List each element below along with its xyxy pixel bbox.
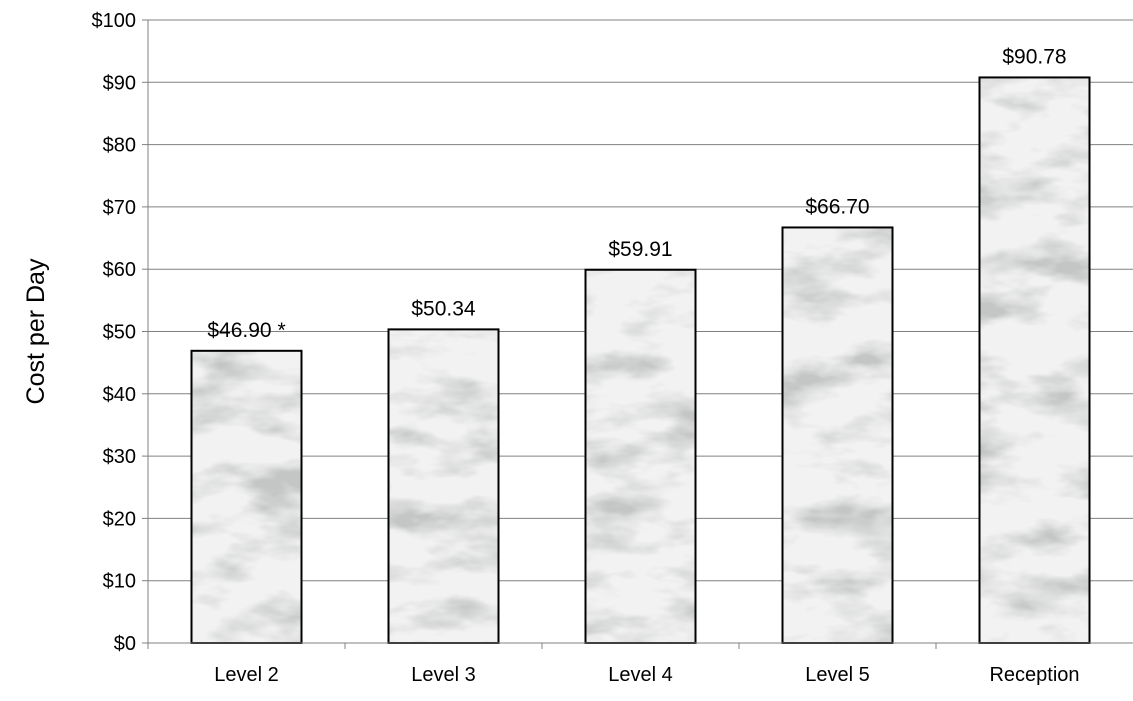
- y-tick-label: $70: [103, 197, 136, 219]
- bar-fill: [191, 350, 302, 643]
- bar-fill: [782, 227, 893, 644]
- axes: [142, 19, 1133, 649]
- bar-fill: [585, 269, 696, 643]
- bar-fill: [388, 329, 499, 643]
- y-tick-label: $50: [103, 322, 136, 344]
- x-tick-label: Level 4: [608, 664, 673, 686]
- y-tick-label: $60: [103, 259, 136, 281]
- bar: [584, 268, 697, 644]
- data-label: $90.78: [1002, 45, 1066, 68]
- y-tick-label: $0: [114, 633, 136, 655]
- y-axis-title: Cost per Day: [22, 258, 50, 404]
- y-tick-label: $20: [103, 508, 136, 530]
- bar: [190, 349, 303, 644]
- bar: [387, 328, 500, 644]
- data-label: $66.70: [805, 195, 869, 218]
- bar: [781, 226, 894, 644]
- y-tick-label: $90: [103, 72, 136, 94]
- x-tick-label: Level 2: [214, 664, 279, 686]
- y-tick-labels: $0 $10 $20 $30 $40 $50 $60 $70 $80 $90 $100: [92, 10, 137, 655]
- y-tick-label: $80: [103, 135, 136, 157]
- data-label: $46.90 *: [207, 319, 285, 342]
- x-tick-label: Level 3: [411, 664, 476, 686]
- data-label: $50.34: [411, 297, 476, 320]
- x-tick-label: Reception: [989, 664, 1079, 686]
- y-tick-label: $100: [92, 10, 137, 32]
- data-labels: $46.90 * $50.34 $59.91 $66.70 $90.78: [207, 45, 1066, 341]
- x-tick-label: Level 5: [805, 664, 870, 686]
- y-tick-label: $30: [103, 446, 136, 468]
- bar-fill: [979, 77, 1090, 643]
- y-tick-label: $10: [103, 571, 136, 593]
- x-tick-labels: Level 2 Level 3 Level 4 Level 5 Reception: [214, 664, 1079, 686]
- bar: [978, 76, 1091, 644]
- data-label: $59.91: [608, 238, 672, 261]
- y-tick-label: $40: [103, 384, 136, 406]
- bars: [190, 76, 1091, 644]
